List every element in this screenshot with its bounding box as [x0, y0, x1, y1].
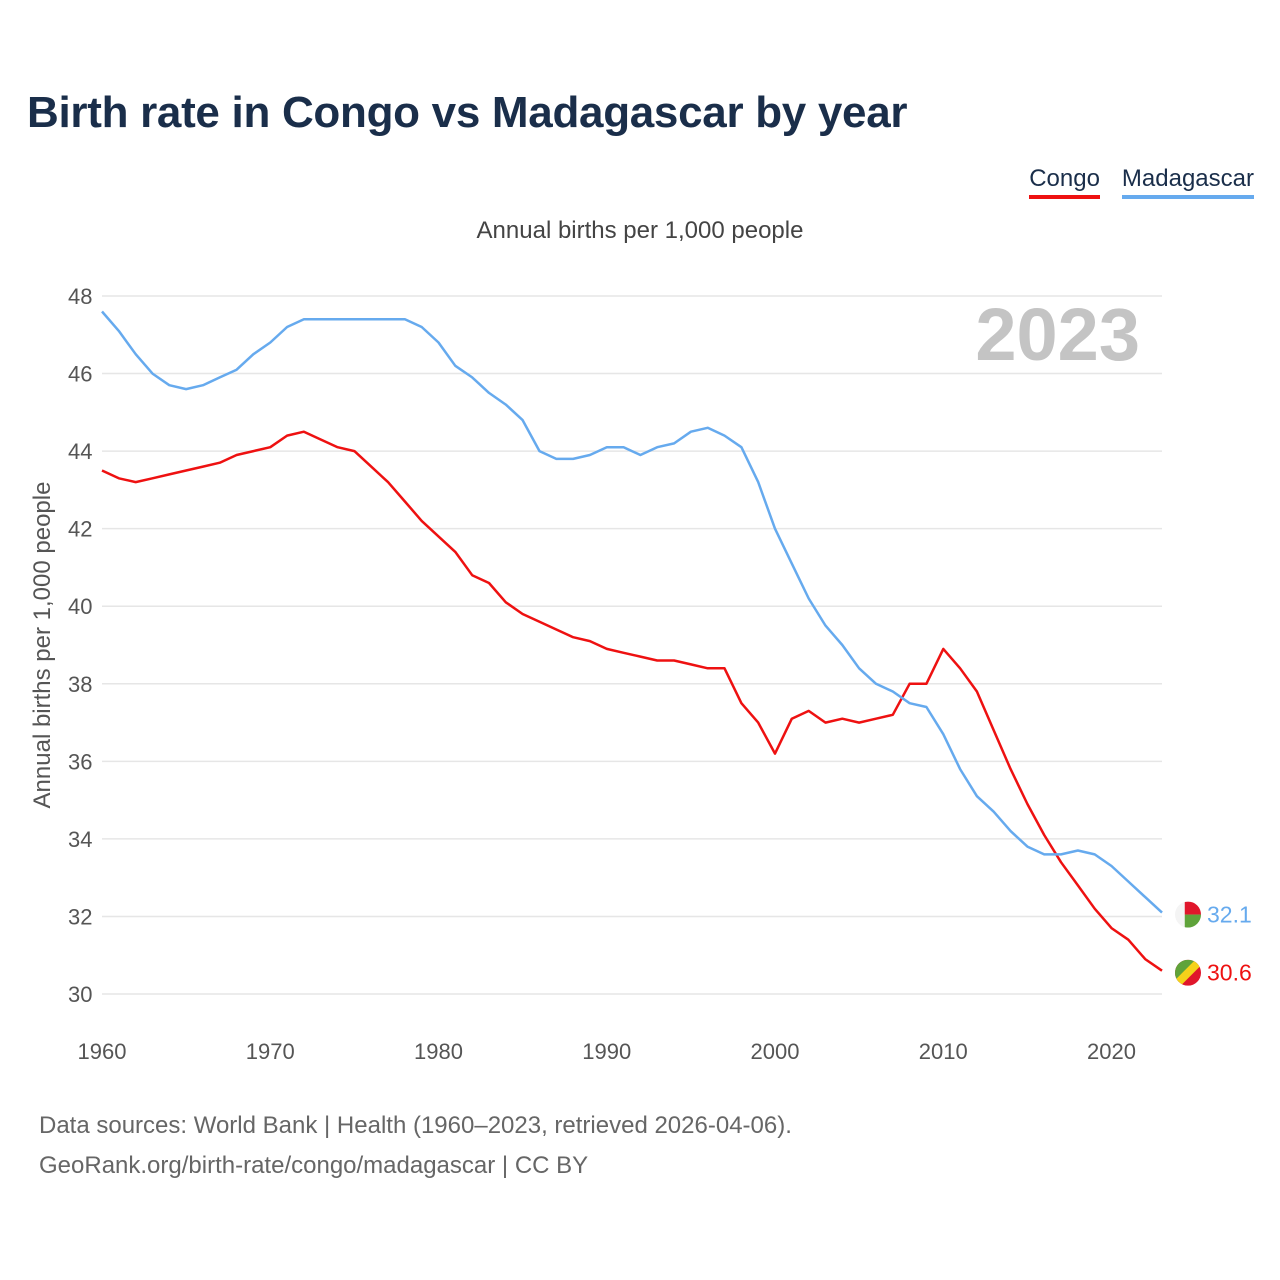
x-tick-label: 2000: [751, 1039, 800, 1064]
x-tick-label: 1960: [78, 1039, 127, 1064]
x-tick-label: 1990: [582, 1039, 631, 1064]
y-tick-label: 34: [68, 827, 92, 852]
legend-item-madagascar[interactable]: Madagascar: [1121, 165, 1254, 199]
y-tick-label: 46: [68, 362, 92, 387]
series-layer: [101, 310, 1163, 972]
axis-layer: 30 32 34 36 38 40 42 44 46 48 1960 1970 1980 1990 2000…: [68, 284, 1136, 1064]
line-chart: 30 32 34 36 38 40 42 44 46 48 1960 1970 1980 1990 2000…: [29, 284, 1252, 1064]
y-tick-label: 42: [68, 517, 92, 542]
source-line-2[interactable]: GeoRank.org/birth-rate/congo/madagascar …: [39, 1152, 589, 1179]
y-tick-label: 44: [68, 439, 92, 464]
end-label-congo: 30.6: [1207, 960, 1252, 986]
x-tick-label: 2010: [919, 1039, 968, 1064]
grid-layer: [102, 295, 1162, 995]
y-tick-label: 38: [68, 672, 92, 697]
y-tick-label: 30: [68, 982, 92, 1007]
chart-subtitle: Annual births per 1,000 people: [476, 217, 804, 244]
x-tick-label: 1980: [414, 1039, 463, 1064]
series-line-madagascar[interactable]: [101, 310, 1163, 914]
y-tick-label: 48: [68, 284, 92, 309]
x-tick-label: 2020: [1087, 1039, 1136, 1064]
y-axis-label: Annual births per 1,000 people: [29, 482, 56, 809]
legend-item-congo[interactable]: Congo: [1029, 165, 1100, 199]
y-tick-label: 32: [68, 904, 92, 929]
year-watermark: 2023: [975, 293, 1140, 376]
page-title: Birth rate in Congo vs Madagascar by yea…: [27, 88, 908, 137]
end-label-madagascar: 32.1: [1207, 902, 1252, 928]
flag-icon-congo: [1175, 959, 1201, 986]
series-line-congo[interactable]: [101, 430, 1163, 972]
source-note: Data sources: World Bank | Health (1960–…: [39, 1106, 792, 1186]
x-tick-label: 1970: [246, 1039, 295, 1064]
y-tick-label: 40: [68, 594, 92, 619]
flag-icon-madagascar: [1175, 901, 1201, 928]
end-labels-layer: 30.6 32.1: [1175, 901, 1252, 986]
y-tick-label: 36: [68, 749, 92, 774]
legend: Congo Madagascar: [1029, 165, 1254, 199]
source-line-1: Data sources: World Bank | Health (1960–…: [39, 1112, 792, 1139]
